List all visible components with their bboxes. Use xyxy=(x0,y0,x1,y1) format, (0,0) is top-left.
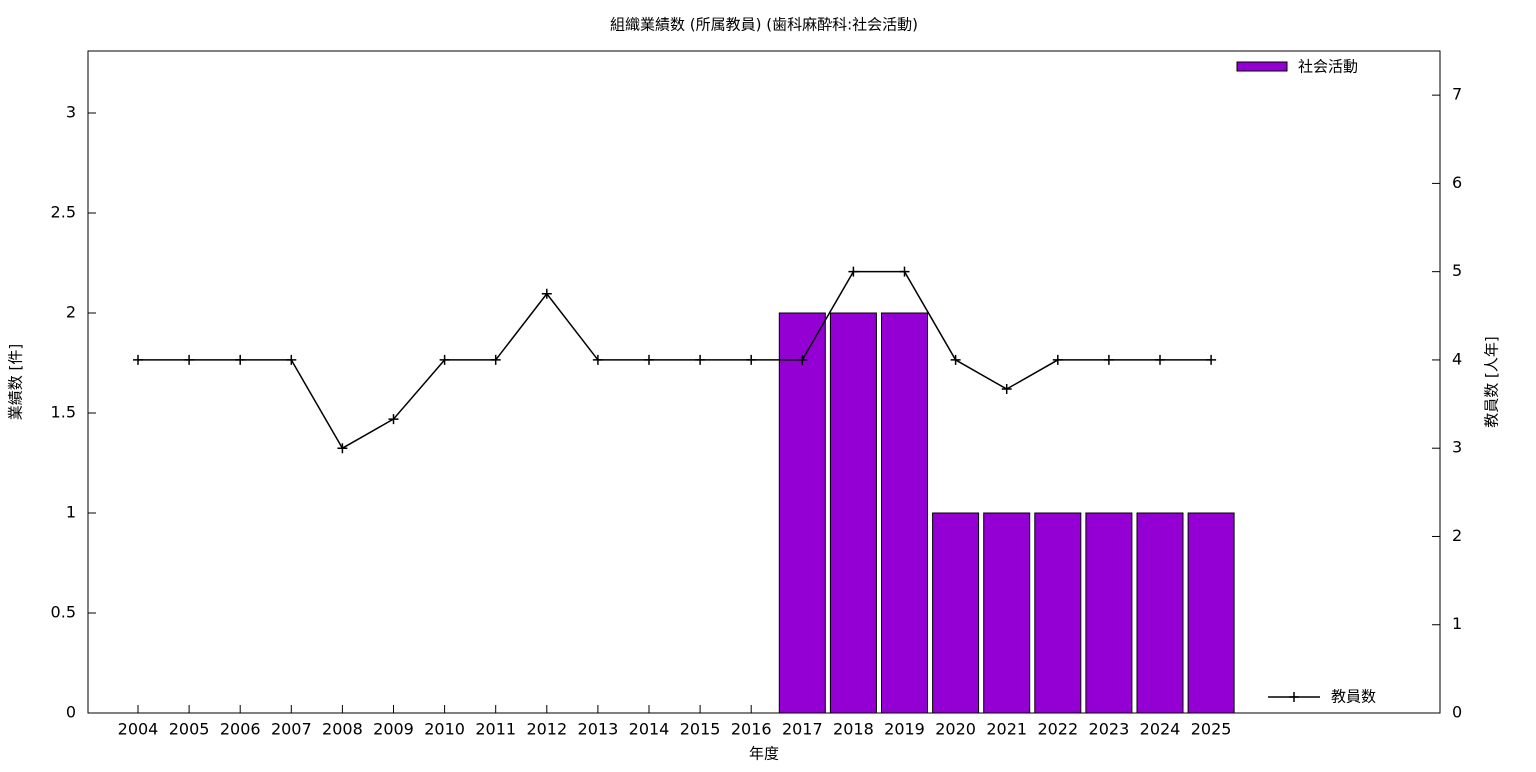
x-tick-label: 2011 xyxy=(475,720,516,739)
x-tick-label: 2007 xyxy=(271,720,312,739)
x-tick-label: 2021 xyxy=(986,720,1027,739)
y2-tick-label: 4 xyxy=(1452,349,1462,368)
y2-tick-label: 1 xyxy=(1452,614,1462,633)
y-tick-label: 0.5 xyxy=(51,603,76,622)
y-tick-label: 2.5 xyxy=(51,203,76,222)
x-tick-label: 2024 xyxy=(1140,720,1181,739)
y2-tick-label: 2 xyxy=(1452,526,1462,545)
line-markers xyxy=(133,266,1217,454)
y2-tick-label: 7 xyxy=(1452,85,1462,104)
y-tick-label: 1 xyxy=(66,503,76,522)
x-tick-label: 2009 xyxy=(373,720,414,739)
x-tick-label: 2005 xyxy=(169,720,210,739)
legend-label: 社会活動 xyxy=(1298,58,1358,76)
y-tick-label: 1.5 xyxy=(51,403,76,422)
y-tick-label: 0 xyxy=(66,703,76,722)
x-tick-label: 2010 xyxy=(424,720,465,739)
x-tick-label: 2022 xyxy=(1037,720,1078,739)
bar xyxy=(1085,512,1133,714)
x-tick-label: 2013 xyxy=(578,720,619,739)
x-tick-label: 2020 xyxy=(935,720,976,739)
x-tick-label: 2018 xyxy=(833,720,874,739)
x-axis-label: 年度 xyxy=(749,745,779,763)
bar xyxy=(983,512,1031,714)
bar xyxy=(881,312,928,714)
x-tick-label: 2025 xyxy=(1191,720,1232,739)
y2-tick-label: 5 xyxy=(1452,261,1462,280)
x-tick-label: 2006 xyxy=(220,720,261,739)
x-tick-label: 2012 xyxy=(526,720,567,739)
x-tick-label: 2008 xyxy=(322,720,363,739)
bar xyxy=(932,512,980,714)
legend-marker xyxy=(1289,692,1299,702)
bar xyxy=(1136,512,1184,714)
bar xyxy=(1187,512,1235,714)
x-tick-label: 2016 xyxy=(731,720,772,739)
bar xyxy=(829,312,877,714)
y2-axis-label: 教員数 [人年] xyxy=(1483,336,1501,427)
y2-tick-label: 6 xyxy=(1452,173,1462,192)
y2-tick-label: 0 xyxy=(1452,703,1462,722)
x-tick-label: 2019 xyxy=(884,720,925,739)
x-tick-label: 2023 xyxy=(1089,720,1130,739)
x-tick-label: 2004 xyxy=(118,720,159,739)
y-tick-label: 3 xyxy=(66,103,76,122)
plot-frame xyxy=(87,50,1441,714)
x-tick-label: 2017 xyxy=(782,720,823,739)
y-axis-label: 業績数 [件] xyxy=(7,344,25,420)
x-tick-label: 2014 xyxy=(629,720,670,739)
legend-label: 教員数 xyxy=(1331,688,1376,706)
legend-swatch xyxy=(1236,61,1288,72)
x-tick-label: 2015 xyxy=(680,720,721,739)
line xyxy=(138,270,1212,450)
bar xyxy=(1034,512,1082,714)
y-tick-label: 2 xyxy=(66,303,76,322)
chart-title: 組織業績数 (所属教員) (歯科麻酔科:社会活動) xyxy=(610,16,918,34)
bar xyxy=(778,312,826,714)
y2-tick-label: 3 xyxy=(1452,438,1462,457)
